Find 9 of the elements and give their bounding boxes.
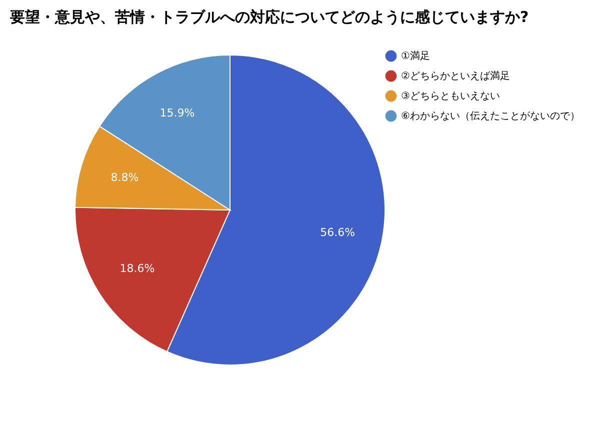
chart-title: 要望・意見や、苦情・トラブルへの対応についてどのように感じていますか? <box>9 8 529 26</box>
data-label: 56.6% <box>320 226 356 239</box>
legend-label: ①満足 <box>401 50 430 62</box>
legend-label: ③どちらともいえない <box>401 91 500 102</box>
legend-label: ⑥わからない（伝えたことがないので） <box>401 111 580 122</box>
data-label: 8.8% <box>110 171 139 184</box>
data-label: 15.9% <box>160 106 195 120</box>
data-label: 18.6% <box>120 262 155 276</box>
legend-label: ②どちらかといえば満足 <box>401 70 510 82</box>
